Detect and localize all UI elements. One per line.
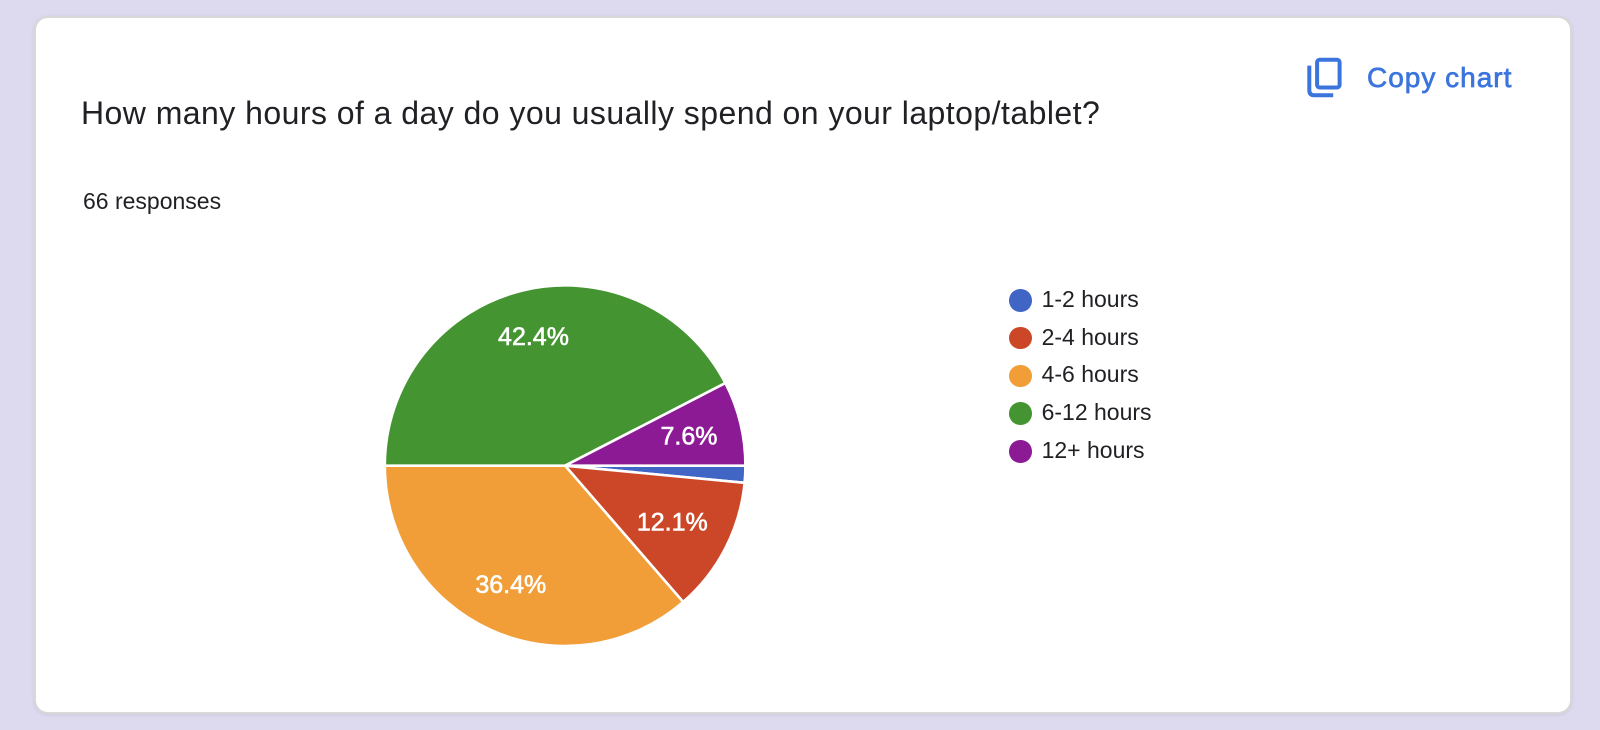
svg-text:12.1%: 12.1% bbox=[637, 508, 708, 536]
svg-text:42.4%: 42.4% bbox=[498, 323, 569, 351]
svg-text:7.6%: 7.6% bbox=[661, 423, 718, 451]
svg-text:36.4%: 36.4% bbox=[475, 571, 546, 599]
